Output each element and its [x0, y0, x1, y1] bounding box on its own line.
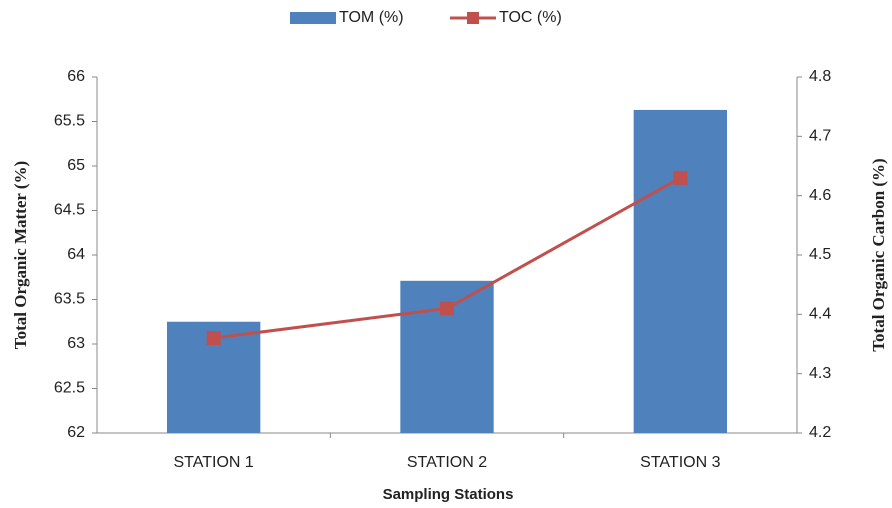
y-tick-label: 63.5 [54, 291, 85, 308]
x-tick-label: STATION 1 [174, 454, 254, 471]
y2-tick-label: 4.3 [809, 365, 831, 382]
y2-tick-label: 4.4 [809, 306, 831, 323]
bar [633, 109, 727, 434]
x-axis-label: Sampling Stations [383, 486, 514, 503]
line-marker [673, 170, 688, 185]
y-tick-label: 63 [67, 335, 85, 352]
y-tick-label: 62 [67, 424, 85, 441]
y2-tick-label: 4.5 [809, 246, 831, 263]
line-marker [440, 301, 454, 316]
y2-tick-label: 4.6 [809, 187, 831, 204]
legend-swatch [290, 12, 336, 24]
x-tick-label: STATION 3 [640, 454, 720, 471]
y-tick-label: 65 [67, 157, 85, 174]
legend-label: TOC (%) [499, 9, 562, 26]
y-tick-label: 65.5 [54, 113, 85, 130]
y2-tick-label: 4.8 [809, 68, 831, 85]
y-tick-label: 62.5 [54, 380, 85, 397]
legend-label: TOM (%) [339, 9, 404, 26]
y-tick-label: 64 [67, 246, 85, 263]
y2-tick-label: 4.7 [809, 128, 831, 145]
legend-swatch [467, 12, 479, 24]
y-tick-label: 66 [67, 68, 85, 85]
y-tick-label: 64.5 [54, 202, 85, 219]
y2-axis-label: Total Organic Carbon (%) [869, 158, 888, 351]
x-tick-label: STATION 2 [407, 454, 487, 471]
y2-tick-label: 4.2 [809, 424, 831, 441]
line-marker [206, 331, 221, 346]
y-axis-label: Total Organic Matter (%) [11, 161, 30, 349]
